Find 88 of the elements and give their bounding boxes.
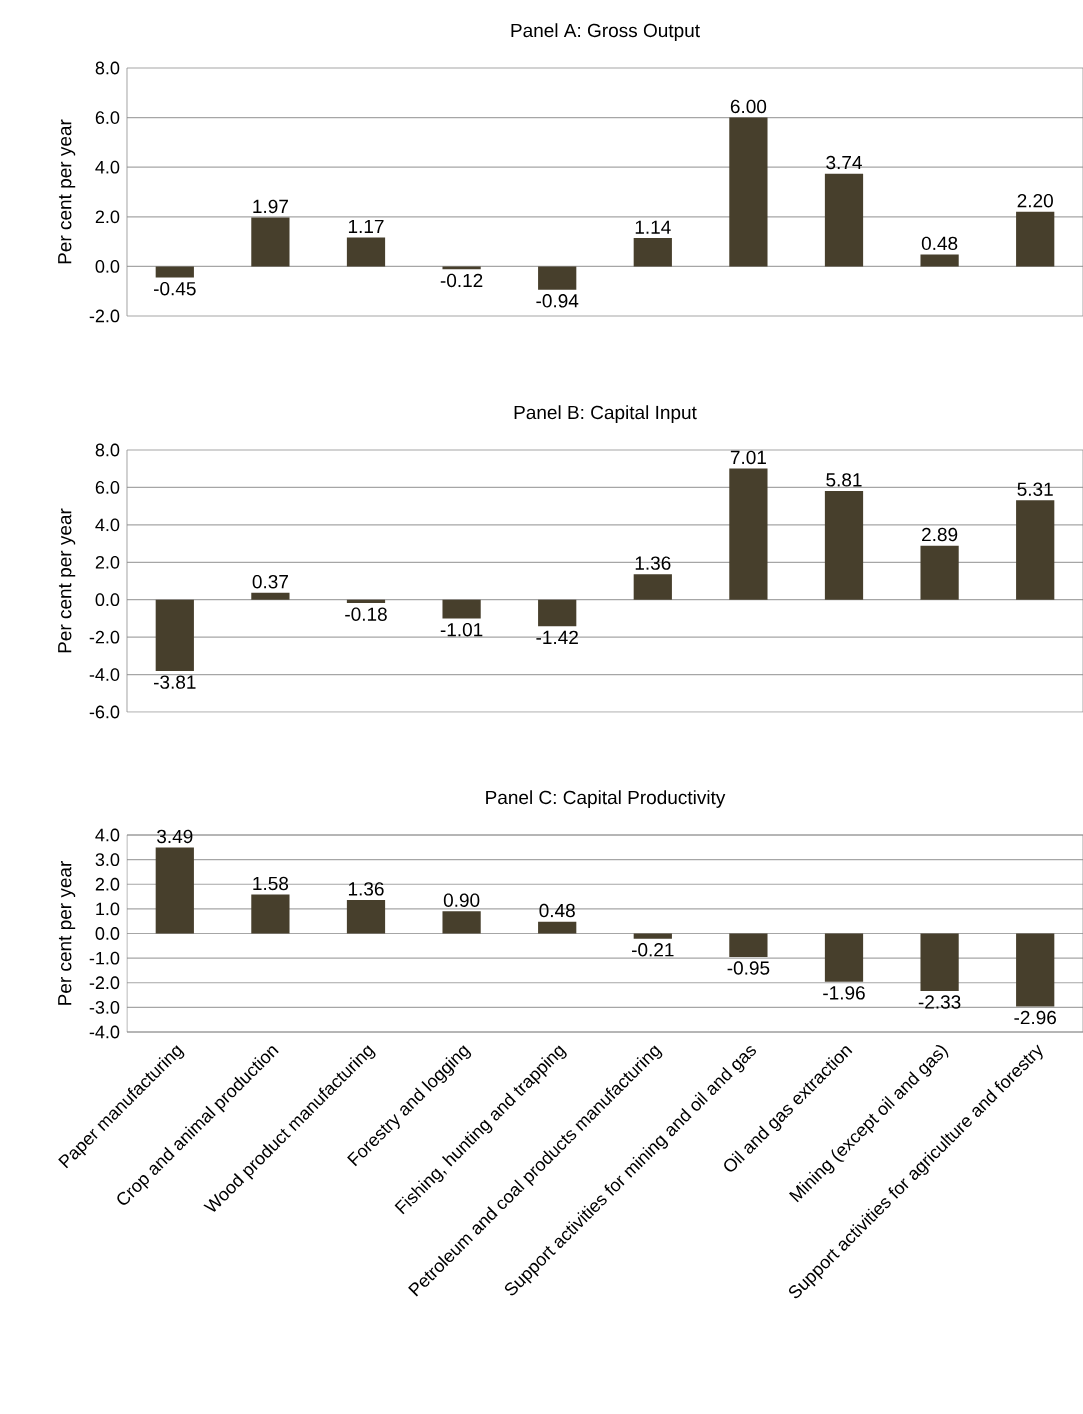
y-tick-label: 4.0 — [95, 160, 120, 174]
bar — [442, 266, 481, 270]
data-label: -2.33 — [918, 995, 961, 1009]
y-tick-label: 8.0 — [95, 443, 120, 457]
data-label: -2.96 — [1014, 1010, 1057, 1025]
y-tick-label: 1.0 — [96, 902, 120, 916]
bar — [1016, 500, 1055, 600]
y-tick-label: 4.0 — [95, 518, 120, 532]
y-tick-label: 2.0 — [95, 877, 120, 891]
bar — [346, 900, 386, 934]
data-label: 5.81 — [826, 473, 862, 487]
data-label: 1.36 — [635, 556, 671, 570]
bar — [251, 894, 290, 934]
data-label: 0.37 — [252, 574, 288, 589]
bar — [729, 117, 768, 267]
y-tick-label: -3.0 — [89, 1000, 120, 1014]
data-label: 1.97 — [253, 199, 288, 214]
data-label: 0.48 — [539, 903, 575, 918]
data-label: 5.31 — [1017, 482, 1053, 496]
data-label: 1.17 — [348, 219, 384, 233]
bar — [729, 468, 768, 600]
y-tick-label: 2.0 — [95, 210, 120, 224]
bar — [346, 237, 386, 267]
data-label: -0.94 — [536, 294, 579, 308]
y-tick-label: -6.0 — [89, 705, 120, 719]
y-tick-label: -2.0 — [89, 309, 120, 323]
bar — [155, 266, 194, 278]
bar — [442, 599, 481, 619]
y-tick-label: 0.0 — [95, 593, 120, 607]
bar — [633, 238, 672, 267]
data-label: 1.14 — [635, 220, 671, 234]
y-tick-label: -2.0 — [89, 976, 120, 990]
bar — [824, 173, 864, 267]
y-tick-label: 4.0 — [95, 828, 120, 842]
data-label: -1.01 — [440, 623, 483, 637]
data-label: 0.90 — [443, 893, 480, 907]
bar — [824, 490, 864, 600]
y-axis-title: Per cent per year — [58, 508, 76, 653]
y-axis-title: Per cent per year — [58, 860, 76, 1005]
data-label: -0.21 — [631, 943, 674, 957]
bar — [442, 911, 481, 934]
bar — [920, 545, 959, 600]
data-label: -0.45 — [153, 281, 196, 296]
bar — [538, 599, 577, 627]
chart-title: Panel B: Capital Input — [514, 405, 697, 423]
y-tick-label: 0.0 — [95, 260, 120, 273]
data-label: 6.00 — [730, 99, 767, 114]
data-label: 1.36 — [348, 882, 384, 896]
bar — [1016, 933, 1055, 1007]
bar — [155, 847, 194, 934]
bar — [251, 217, 290, 267]
data-label: 2.20 — [1017, 193, 1053, 208]
data-label: 0.48 — [921, 236, 958, 251]
y-tick-label: 6.0 — [95, 111, 120, 124]
bar — [633, 574, 672, 600]
y-tick-label: -4.0 — [89, 668, 120, 681]
data-label: -0.12 — [440, 273, 483, 288]
bar — [251, 592, 290, 600]
data-label: -1.96 — [823, 986, 865, 1000]
y-tick-label: 3.0 — [95, 853, 120, 867]
data-label: 1.58 — [253, 876, 289, 891]
bar — [824, 933, 864, 982]
data-label: -0.95 — [727, 961, 770, 975]
data-label: -3.81 — [153, 675, 196, 689]
y-tick-label: -4.0 — [89, 1025, 120, 1039]
data-label: -0.18 — [345, 607, 387, 621]
y-axis-title: Per cent per year — [58, 119, 76, 264]
y-tick-label: 2.0 — [95, 555, 120, 569]
bar — [920, 933, 959, 991]
bar — [155, 599, 194, 672]
data-label: 3.49 — [157, 829, 193, 844]
bar — [538, 921, 577, 934]
bar — [729, 933, 768, 957]
data-label: 3.74 — [826, 155, 862, 170]
chart-title: Panel A: Gross Output — [511, 23, 700, 41]
bar — [920, 254, 959, 267]
data-label: 2.89 — [922, 527, 958, 542]
y-tick-label: -1.0 — [89, 951, 120, 965]
bar — [1016, 211, 1055, 267]
chart-title: Panel C: Capital Productivity — [486, 790, 726, 808]
y-tick-label: 0.0 — [95, 927, 120, 940]
data-label: 7.01 — [730, 450, 766, 465]
bar — [538, 266, 577, 290]
y-tick-label: 6.0 — [95, 481, 120, 494]
bar — [633, 933, 672, 939]
data-label: -1.42 — [536, 630, 578, 644]
y-tick-label: 8.0 — [95, 61, 120, 75]
y-tick-label: -2.0 — [89, 630, 120, 644]
